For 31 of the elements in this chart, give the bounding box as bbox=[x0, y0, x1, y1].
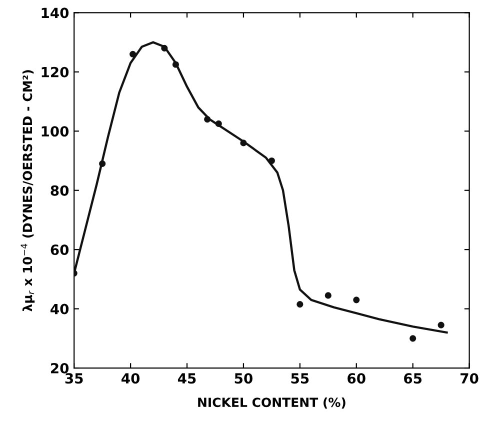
point bbox=[438, 322, 444, 328]
point bbox=[215, 120, 222, 128]
point bbox=[204, 116, 211, 123]
point bbox=[353, 296, 360, 304]
x-axis-title: NICKEL CONTENT (%) bbox=[198, 397, 346, 409]
y-tick-label: 120 bbox=[42, 66, 69, 78]
point bbox=[410, 335, 416, 342]
point bbox=[268, 157, 275, 164]
x-tick-label: 45 bbox=[178, 373, 196, 384]
x-tick-label: 55 bbox=[291, 373, 309, 384]
point bbox=[99, 160, 106, 167]
y-axis-title: λμ$_{r}$ x 10$^{−4}$ (DYNES/OERSTED - CM²) bbox=[20, 70, 35, 312]
point bbox=[296, 301, 304, 308]
point bbox=[172, 61, 180, 68]
x-tick-label: 35 bbox=[65, 373, 83, 384]
x-tick-label: 40 bbox=[122, 373, 140, 384]
line-series bbox=[74, 41, 448, 334]
point bbox=[130, 50, 136, 58]
point bbox=[324, 292, 332, 299]
y-tick-label: 140 bbox=[42, 8, 69, 18]
y-tick-label: 100 bbox=[42, 126, 69, 137]
x-tick-label: 50 bbox=[234, 373, 252, 384]
y-tick-label: 20 bbox=[51, 362, 69, 374]
point bbox=[161, 44, 168, 52]
y-tick-label: 80 bbox=[50, 185, 69, 196]
x-tick-label: 65 bbox=[404, 373, 422, 384]
y-tick-label: 40 bbox=[50, 304, 69, 314]
point bbox=[240, 140, 247, 146]
x-tick-label: 60 bbox=[348, 373, 366, 384]
x-tick-label: 70 bbox=[460, 373, 478, 384]
y-tick-label: 60 bbox=[50, 244, 69, 256]
